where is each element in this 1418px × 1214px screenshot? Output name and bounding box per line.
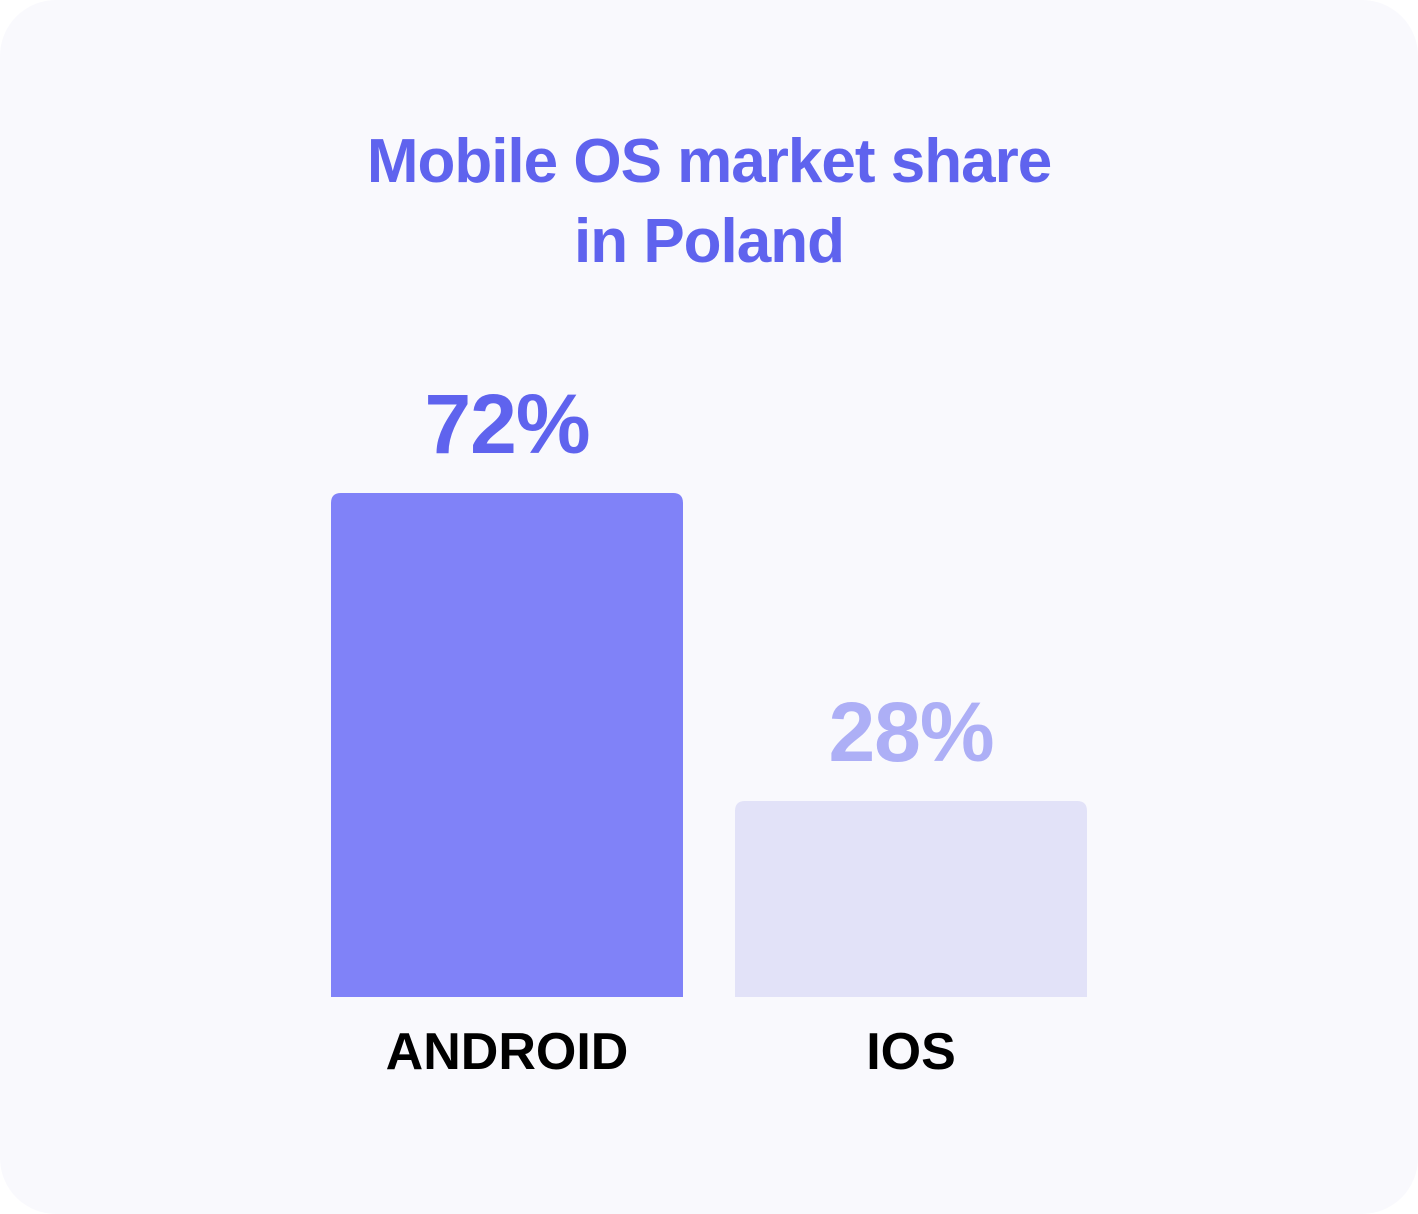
bar-android xyxy=(331,493,683,997)
value-label-ios: 28% xyxy=(828,685,993,779)
category-label-ios: IOS xyxy=(866,1023,956,1081)
value-label-android: 72% xyxy=(424,377,589,471)
chart-title-line-1: Mobile OS market share xyxy=(366,127,1052,196)
category-label-android: ANDROID xyxy=(386,1023,629,1081)
chart-title: Mobile OS market share in Poland xyxy=(0,122,1418,282)
chart-title-line-2: in Poland xyxy=(574,207,845,276)
bar-ios xyxy=(735,801,1087,997)
